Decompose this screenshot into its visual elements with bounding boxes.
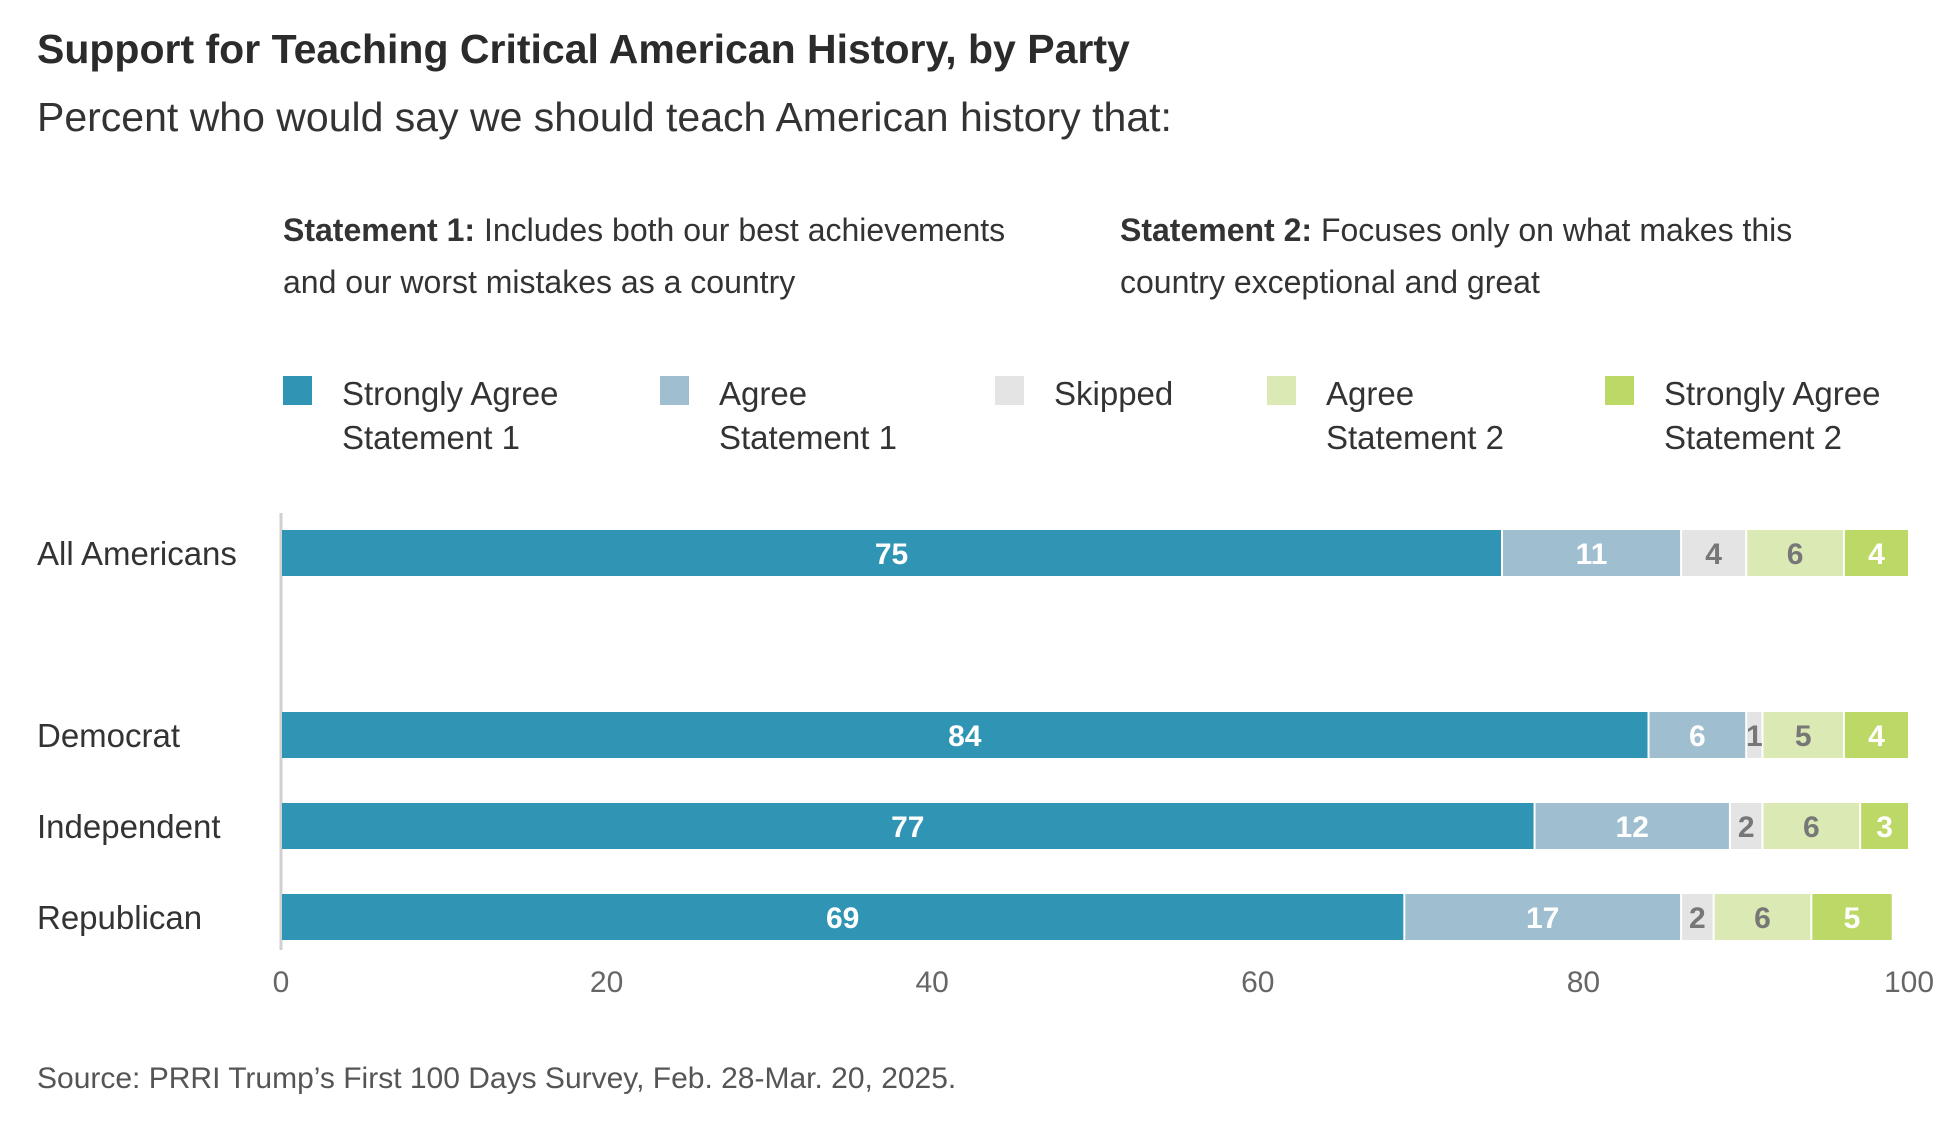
legend-item-strongly-agree-1: Strongly Agree Statement 1 [283, 372, 602, 460]
bar-segment [1405, 894, 1681, 940]
data-label: 5 [1844, 902, 1861, 935]
bar-segment [282, 530, 1501, 576]
statement-2-line1: Focuses only on what makes this [1312, 212, 1793, 248]
data-label: 6 [1803, 811, 1820, 844]
category-label: Democrat [37, 717, 180, 754]
legend-item-agree-1: Agree Statement 1 [660, 372, 979, 460]
data-label: 69 [826, 902, 859, 935]
data-label: 2 [1689, 902, 1706, 935]
bar-segment [1763, 803, 1860, 849]
statement-1-heading: Statement 1: [283, 212, 476, 248]
legend-label-strongly-agree-1: Strongly Agree Statement 1 [342, 372, 602, 460]
legend-swatch-skipped [995, 376, 1024, 405]
data-label: 17 [1526, 902, 1559, 935]
bar-segment [282, 803, 1534, 849]
bar-segment [1682, 530, 1746, 576]
bar-segment [1714, 894, 1811, 940]
data-label: 4 [1868, 538, 1885, 571]
bar-segment [1730, 803, 1762, 849]
source-note: Source: PRRI Trump’s First 100 Days Surv… [37, 1062, 957, 1095]
bar-segment [1844, 712, 1908, 758]
data-label: 11 [1576, 538, 1608, 571]
legend-text: Strongly Agree [342, 375, 559, 412]
data-label: 2 [1738, 811, 1755, 844]
bar-segment [1812, 894, 1892, 940]
data-label: 6 [1787, 538, 1804, 571]
data-label: 12 [1616, 811, 1649, 844]
statement-2-heading: Statement 2: [1120, 212, 1313, 248]
bar-segment [1763, 712, 1843, 758]
legend-label-agree-2: Agree Statement 2 [1326, 372, 1586, 460]
legend-item-strongly-agree-2: Strongly Agree Statement 2 [1605, 372, 1924, 460]
bar-segment [1844, 530, 1908, 576]
data-label: 3 [1876, 811, 1893, 844]
x-tick-label: 0 [273, 966, 290, 999]
bar-segment [282, 894, 1404, 940]
statement-2-text: Statement 2: Focuses only on what makes … [1120, 204, 1920, 308]
bar-segment [1747, 530, 1843, 576]
data-label: 4 [1868, 720, 1885, 753]
data-label: 5 [1795, 720, 1812, 753]
legend-label-strongly-agree-2: Strongly Agree Statement 2 [1664, 372, 1924, 460]
legend-item-agree-2: Agree Statement 2 [1267, 372, 1586, 460]
bar-segment [1747, 712, 1762, 758]
chart-title: Support for Teaching Critical American H… [37, 26, 1130, 72]
legend-label-agree-1: Agree Statement 1 [719, 372, 979, 460]
legend-label-skipped: Skipped [1054, 372, 1314, 416]
category-label: Republican [37, 899, 202, 936]
data-label: 6 [1754, 902, 1771, 935]
bar-segment [1861, 803, 1908, 849]
category-label: Independent [37, 808, 221, 845]
bar-segment [282, 712, 1648, 758]
statement-2-line2: country exceptional and great [1120, 264, 1540, 300]
legend-item-skipped: Skipped [995, 372, 1314, 416]
data-label: 4 [1705, 538, 1722, 571]
data-label: 84 [948, 720, 982, 753]
x-tick-label: 20 [590, 966, 623, 999]
legend-swatch-strongly-agree-2 [1605, 376, 1634, 405]
chart-subtitle: Percent who would say we should teach Am… [37, 94, 1172, 140]
legend-swatch-strongly-agree-1 [283, 376, 312, 405]
data-label: 77 [891, 811, 924, 844]
statement-1-line2: and our worst mistakes as a country [283, 264, 796, 300]
legend-swatch-agree-2 [1267, 376, 1296, 405]
x-tick-label: 40 [916, 966, 949, 999]
legend-text: Agree [1326, 375, 1415, 412]
data-label: 75 [875, 538, 908, 571]
legend-text: Statement 1 [342, 419, 520, 456]
x-tick-label: 100 [1884, 966, 1934, 999]
category-label: All Americans [37, 535, 237, 572]
data-label: 1 [1746, 720, 1763, 753]
bar-segment [1682, 894, 1713, 940]
bar-segment [1503, 530, 1681, 576]
legend-text: Agree [719, 375, 808, 412]
x-tick-label: 80 [1567, 966, 1600, 999]
legend-text: Strongly Agree [1664, 375, 1881, 412]
x-tick-label: 60 [1241, 966, 1274, 999]
legend-text: Statement 2 [1326, 419, 1504, 456]
legend-text: Statement 2 [1664, 419, 1842, 456]
bar-segment [1649, 712, 1746, 758]
statement-1-text: Statement 1: Includes both our best achi… [283, 204, 1083, 308]
data-label: 6 [1689, 720, 1706, 753]
statement-1-line1: Includes both our best achievements [475, 212, 1006, 248]
legend-text: Skipped [1054, 375, 1174, 412]
legend-swatch-agree-1 [660, 376, 689, 405]
bar-segment [1535, 803, 1729, 849]
legend-text: Statement 1 [719, 419, 897, 456]
